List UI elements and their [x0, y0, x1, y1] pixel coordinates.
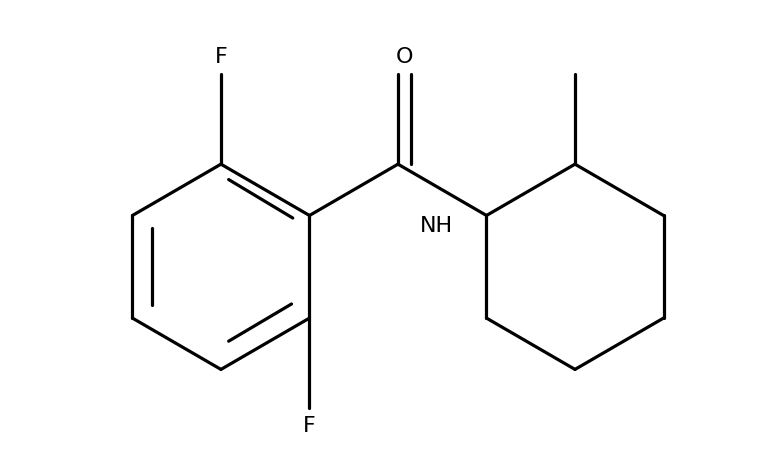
Text: F: F — [215, 47, 227, 67]
Text: O: O — [396, 47, 413, 67]
Text: F: F — [303, 415, 316, 436]
Text: NH: NH — [420, 216, 453, 236]
